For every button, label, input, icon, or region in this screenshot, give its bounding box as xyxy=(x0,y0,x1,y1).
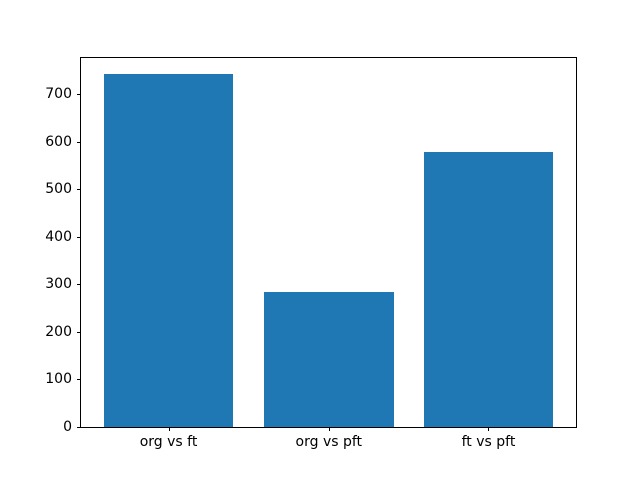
y-tick-label-400: 400 xyxy=(45,228,72,245)
y-tick-label-200: 200 xyxy=(45,323,72,340)
y-tick-label-700: 700 xyxy=(45,86,72,103)
y-tick-mark-300 xyxy=(77,284,81,286)
x-tick-label-ft-vs-pft: ft vs pft xyxy=(461,434,516,450)
bar-org-vs-pft xyxy=(263,291,394,427)
y-tick-mark-100 xyxy=(77,379,81,381)
x-tick-label-org-vs-pft: org vs pft xyxy=(295,434,363,450)
bar-org-vs-ft xyxy=(103,74,234,427)
y-tick-label-100: 100 xyxy=(45,371,72,388)
y-tick-label-500: 500 xyxy=(45,181,72,198)
y-tick-mark-400 xyxy=(77,236,81,238)
x-tick-mark-ft-vs-pft xyxy=(488,427,490,431)
x-tick-label-org-vs-ft: org vs ft xyxy=(139,434,198,450)
y-tick-label-0: 0 xyxy=(63,419,72,435)
y-tick-label-600: 600 xyxy=(45,133,72,150)
plot-area: 0 100 200 300 400 500 600 700 org vs ft org vs pf… xyxy=(45,57,577,449)
y-tick-label-300: 300 xyxy=(45,276,72,293)
y-tick-mark-500 xyxy=(77,189,81,191)
x-tick-mark-org-vs-pft xyxy=(328,427,330,431)
x-tick-mark-org-vs-ft xyxy=(168,427,170,431)
y-tick-mark-200 xyxy=(77,331,81,333)
y-tick-mark-700 xyxy=(77,94,81,96)
bar-ft-vs-pft xyxy=(423,152,554,427)
y-tick-mark-0 xyxy=(77,427,81,428)
y-tick-mark-600 xyxy=(77,141,81,143)
